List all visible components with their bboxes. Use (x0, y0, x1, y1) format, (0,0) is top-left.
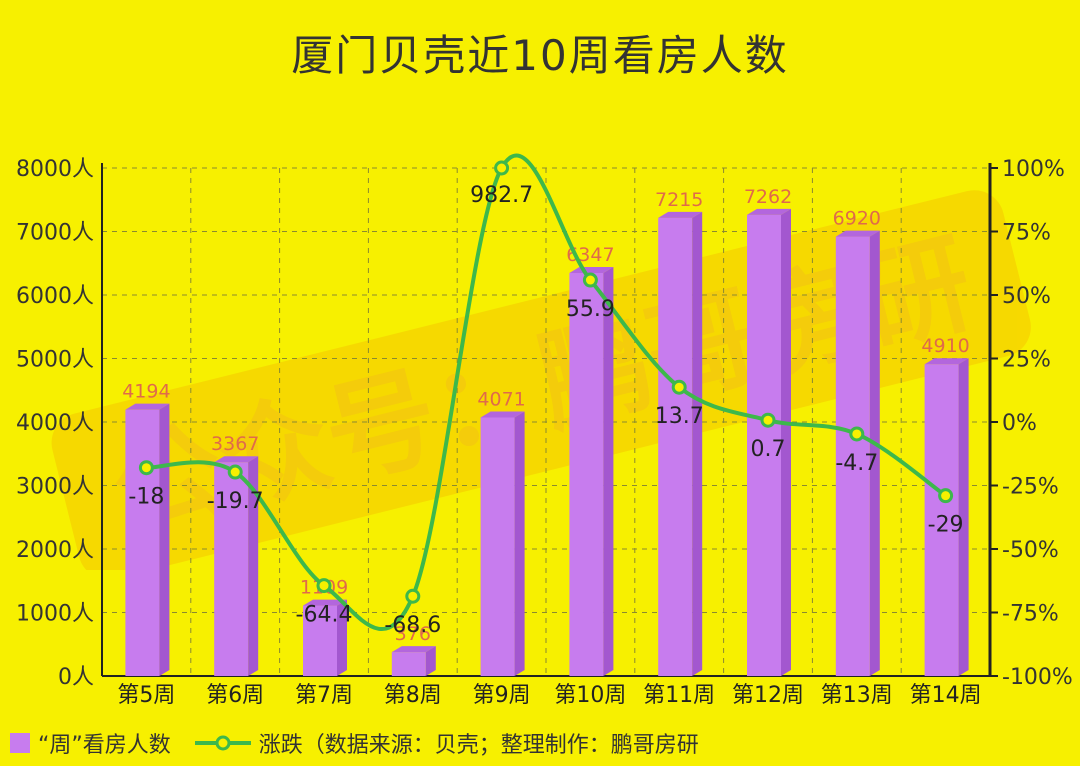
x-tick-label: 第9周 (473, 683, 531, 708)
bar-side (603, 266, 614, 676)
bar (569, 272, 604, 676)
y-left-tick-label: 1000人 (16, 602, 94, 627)
legend: “周”看房人数 涨跌（数据来源：贝壳；整理制作：鹏哥房研 (10, 727, 699, 759)
chart-title: 厦门贝壳近10周看房人数 (291, 31, 789, 80)
bar (658, 217, 693, 676)
bar-value-label: 4194 (122, 381, 170, 403)
line-point (582, 272, 598, 288)
y-right-tick-label: 25% (1002, 348, 1051, 373)
line-value-label: -68.6 (384, 613, 441, 638)
line-point (316, 578, 332, 594)
bar-side (514, 411, 525, 676)
line-point (671, 379, 687, 395)
bar (125, 409, 160, 676)
y-left-tick-label: 7000人 (16, 221, 94, 246)
y-right-tick-label: -100% (1002, 665, 1073, 690)
bar-value-label: 376 (395, 623, 431, 645)
line-point (138, 460, 154, 476)
bar-top (658, 211, 703, 218)
bar-side (337, 599, 347, 676)
bar-value-label: 7215 (655, 189, 703, 211)
bar-top (480, 411, 525, 418)
line-value-label: 55.9 (566, 297, 615, 322)
x-tick-label: 第12周 (732, 683, 804, 708)
y-left-tick-label: 4000人 (16, 411, 94, 436)
bar (214, 462, 249, 676)
line-point (938, 488, 954, 504)
line-value-label: 982.7 (470, 183, 533, 208)
y-right-tick-label: 0% (1002, 411, 1037, 436)
y-left-tick-label: 0人 (58, 665, 94, 690)
bar-value-label: 7262 (744, 186, 792, 208)
bar-top (214, 456, 259, 463)
bar-top (924, 358, 969, 365)
x-tick-label: 第14周 (910, 683, 982, 708)
bar-top (391, 646, 436, 653)
bar-top (747, 208, 791, 215)
x-tick-label: 第11周 (643, 683, 715, 708)
bar-value-label: 4071 (477, 388, 525, 410)
legend-bar-label: “周”看房人数 (38, 733, 171, 758)
x-tick-label: 第5周 (117, 683, 175, 708)
line-value-label: 13.7 (655, 404, 704, 429)
y-right-tick-label: -25% (1002, 475, 1059, 500)
line-point (227, 464, 243, 480)
line-point (849, 426, 865, 442)
y-left-tick-label: 3000人 (16, 475, 94, 500)
bar-side (869, 230, 880, 676)
x-tick-label: 第8周 (384, 683, 442, 708)
bar (303, 605, 337, 676)
bar-side (248, 456, 259, 676)
x-tick-label: 第6周 (206, 683, 264, 708)
bar-top (125, 403, 170, 410)
bar (391, 652, 426, 676)
y-right-tick-label: 75% (1002, 221, 1051, 246)
line-value-label: -19.7 (207, 489, 264, 514)
bar (924, 364, 959, 676)
bar-side (692, 211, 703, 676)
legend-bar-swatch (10, 733, 30, 753)
line-point (760, 412, 776, 428)
legend-item-line: 涨跌（数据来源：贝壳；整理制作：鹏哥房研 (194, 727, 699, 759)
bar-value-label: 4910 (921, 335, 969, 357)
bar-value-label: 3367 (211, 433, 259, 455)
legend-line-swatch (194, 735, 251, 751)
y-right-tick-label: 100% (1002, 157, 1065, 182)
line-value-label: -29 (928, 513, 964, 538)
line-point (405, 588, 421, 604)
bar-side (425, 646, 436, 676)
x-tick-label: 第13周 (821, 683, 893, 708)
bar-side (159, 403, 170, 676)
legend-item-bar: “周”看房人数 (10, 727, 171, 759)
bar (480, 417, 515, 676)
x-tick-label: 第7周 (295, 683, 353, 708)
bar (747, 214, 781, 676)
y-left-tick-label: 2000人 (16, 538, 94, 563)
y-right-tick-label: -75% (1002, 602, 1059, 627)
bar-value-label: 6920 (833, 208, 881, 230)
bar-top (303, 599, 347, 606)
line-value-label: -64.4 (296, 603, 353, 628)
bar-side (958, 358, 969, 676)
x-tick-label: 第10周 (554, 683, 626, 708)
line-point (494, 160, 510, 176)
bar-top (835, 230, 880, 237)
y-left-tick-label: 8000人 (16, 157, 94, 182)
y-left-tick-label: 6000人 (16, 284, 94, 309)
legend-line-label: 涨跌（数据来源：贝壳；整理制作：鹏哥房研 (258, 733, 699, 758)
bar (835, 236, 870, 676)
y-right-tick-label: -50% (1002, 538, 1059, 563)
line-value-label: -18 (128, 485, 164, 510)
y-left-tick-label: 5000人 (16, 348, 94, 373)
y-right-tick-label: 50% (1002, 284, 1051, 309)
line-value-label: -4.7 (835, 451, 878, 476)
bar-side (781, 208, 791, 676)
line-value-label: 0.7 (751, 437, 786, 462)
